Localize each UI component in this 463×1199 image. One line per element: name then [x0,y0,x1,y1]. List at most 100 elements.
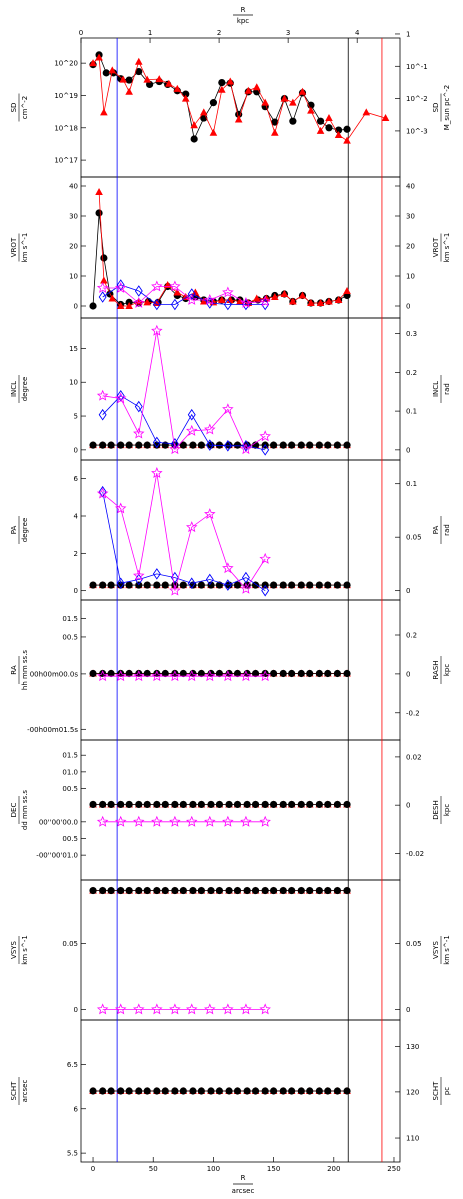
data-point-circle [135,441,143,449]
data-point-circle [225,886,233,895]
data-point-circle [161,1087,169,1095]
data-point-circle [333,1087,342,1095]
data-point-circle [270,800,278,809]
bottom-axis-unit: arcsec [232,1187,255,1195]
right-axis-unit: km s^-1 [443,935,451,965]
data-point-circle [333,800,342,809]
panel-sd [89,51,390,144]
left-axis-unit: km s^-1 [21,935,29,965]
data-point-circle [297,581,305,589]
data-point-triangle [325,297,333,305]
data-point-triangle [307,299,315,306]
data-point-circle [306,441,314,449]
series-line [102,395,266,451]
left-axis-unit: hh mm ss.s [21,650,29,690]
data-point-star [259,552,271,564]
data-point-circle [179,581,187,589]
right-axis-name: VROT [432,237,440,257]
right-axis-unit: kpc [443,804,451,816]
data-point-triangle [143,298,152,306]
left-tick-label: -00h00m01.5s [27,726,78,734]
series-line [102,473,266,591]
bottom-axis-tick-label: 150 [267,1165,280,1173]
data-point-triangle [134,297,143,305]
right-tick-label: 0.05 [406,940,422,948]
data-point-circle [279,441,287,449]
left-axis-unit: arcsec [21,1080,29,1103]
data-point-circle [343,886,351,895]
left-axis-unit: degree [21,518,29,543]
data-point-circle [153,1087,161,1095]
top-axis-tick-label: 3 [286,29,290,37]
data-point-triangle [199,297,208,305]
panel-incl [89,324,351,456]
data-point-circle [179,441,187,449]
right-tick-label: 30 [406,213,415,221]
data-point-circle [95,209,103,217]
data-point-star [151,1003,163,1015]
data-point-circle [297,1087,305,1095]
data-point-circle [243,1087,251,1095]
data-point-circle [325,124,333,132]
data-point-circle [215,1087,224,1095]
data-point-circle [117,800,125,809]
data-point-circle [135,800,143,809]
data-point-circle [143,441,151,449]
data-point-circle [171,1087,179,1095]
data-point-circle [135,1087,143,1095]
data-point-circle [197,1087,205,1095]
right-axis-unit: M_sun pc^-2 [443,85,451,130]
data-point-circle [125,669,133,678]
data-point-diamond [223,439,232,452]
data-point-triangle [334,296,343,303]
data-point-circle [297,441,305,449]
data-point-circle [225,581,233,589]
data-point-star [222,1003,234,1015]
data-point-circle [279,886,287,895]
data-point-circle [279,1087,287,1095]
data-point-triangle [155,75,164,83]
data-point-triangle [271,293,279,300]
data-point-diamond [187,577,196,590]
data-point-circle [297,886,305,895]
data-point-star [185,1003,198,1015]
data-point-circle [125,1087,133,1095]
data-point-circle [343,669,351,678]
data-point-circle [324,886,332,895]
data-point-circle [125,800,133,809]
right-axis-unit: kpc [443,664,451,676]
left-tick-label: 0 [74,587,78,595]
right-tick-label: 120 [406,1088,419,1096]
data-point-triangle [134,57,143,65]
data-point-triangle [173,288,182,296]
data-point-circle [143,669,151,678]
left-tick-label: 10 [69,273,78,281]
data-point-triangle [252,83,261,91]
data-point-circle [225,800,233,809]
data-point-circle [243,800,251,809]
left-tick-label: 10^19 [54,92,78,100]
data-point-star [259,1003,271,1015]
data-point-diamond [223,579,232,591]
data-point-circle [233,581,242,589]
data-point-star [151,670,163,682]
data-point-circle [161,886,169,895]
data-point-circle [315,1087,323,1095]
left-tick-label: 00.5 [62,633,78,641]
data-point-circle [333,886,342,895]
data-point-star [185,521,198,533]
right-axis-unit: rad [443,524,451,536]
data-point-circle [233,1087,242,1095]
left-tick-label: 40 [69,183,78,191]
data-point-star [240,670,252,682]
data-point-triangle [280,94,289,102]
right-tick-label: -0.2 [406,709,420,717]
data-point-triangle [362,108,371,116]
right-tick-label: 0 [406,587,410,595]
data-point-triangle [226,77,235,85]
data-point-triangle [108,66,117,74]
data-point-circle [261,1087,269,1095]
left-tick-label: 10 [69,379,78,387]
data-point-circle [288,581,296,589]
